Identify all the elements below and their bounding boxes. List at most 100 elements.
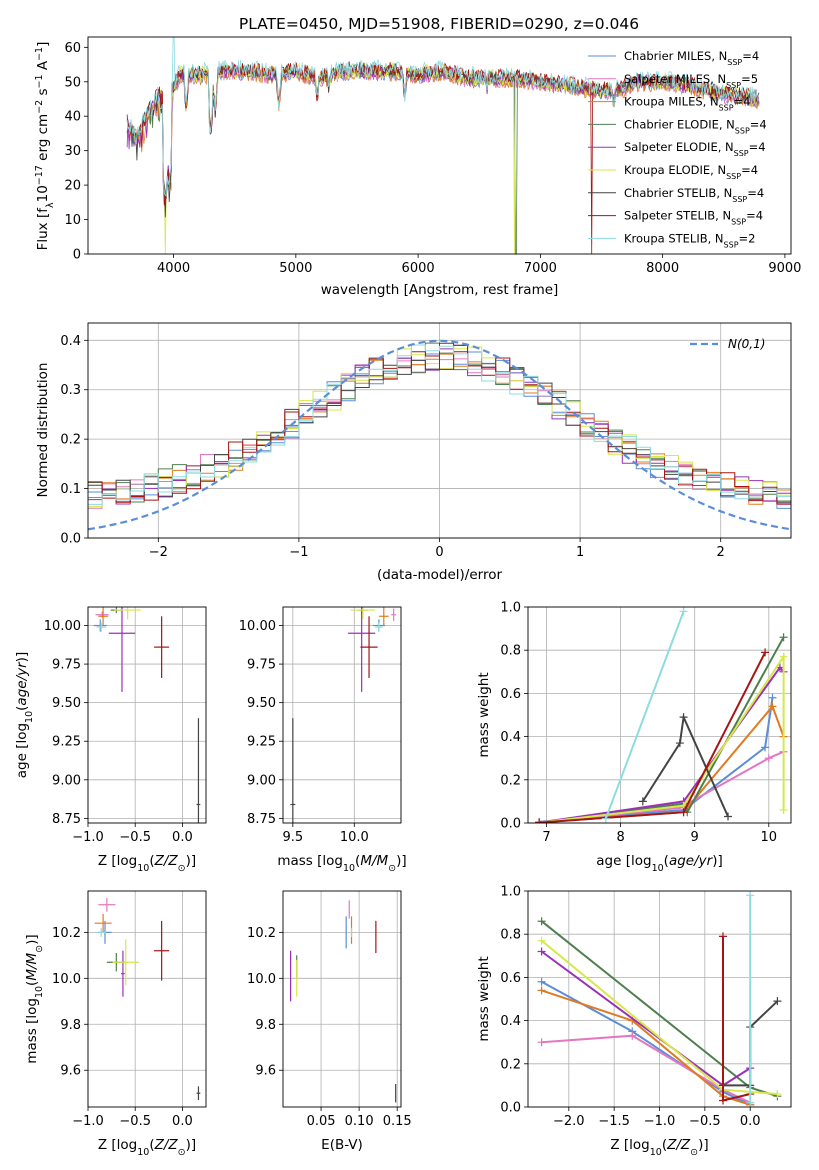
label-part: ⊙ bbox=[690, 1147, 698, 1158]
errorbar-point bbox=[93, 619, 107, 632]
y-tick-label: 9.25 bbox=[52, 735, 81, 750]
weight-marker bbox=[601, 814, 610, 823]
y-tick-label: 9.6 bbox=[255, 1064, 276, 1079]
label-part: erg cm bbox=[35, 114, 51, 165]
legend-text: Kroupa STELIB, N bbox=[624, 231, 724, 245]
legend-value: =4 bbox=[741, 163, 758, 177]
weight-line bbox=[541, 950, 751, 1087]
label-part: )] bbox=[698, 1137, 709, 1153]
x-tick-label: 7 bbox=[542, 830, 550, 845]
errorbar-point bbox=[96, 927, 106, 937]
label-part: ( bbox=[664, 853, 669, 869]
y-tick-label: 9.75 bbox=[52, 658, 81, 673]
y-tick-label: 0.4 bbox=[500, 730, 521, 745]
y-tick-label: 20 bbox=[64, 179, 81, 194]
label-part: ( bbox=[24, 981, 40, 986]
legend-value: =4 bbox=[746, 209, 763, 223]
errorbar-points bbox=[94, 897, 201, 1101]
x-axis-label: E(B-V) bbox=[321, 1137, 363, 1153]
y-tick-label: 30 bbox=[64, 144, 81, 159]
weight-line bbox=[538, 636, 785, 823]
x-tick-label: −0.5 bbox=[689, 1114, 721, 1129]
legend-subscript: SSP bbox=[724, 240, 739, 249]
x-axis-label: Z [log10(Z/Z⊙)] bbox=[98, 853, 196, 874]
panel-residual_hist: −2 −1 0 1 2 0.0 0.1 0.2 0.3 0.4 (data-model)/error… bbox=[35, 322, 792, 583]
weight-marker bbox=[537, 917, 546, 926]
legend-entry: N(0,1) bbox=[728, 337, 765, 351]
label-part: ⊙ bbox=[178, 1147, 186, 1158]
label-part: Z/Z bbox=[154, 853, 179, 869]
label-part: ( bbox=[149, 1137, 154, 1153]
x-tick-label: 0.0 bbox=[172, 1114, 193, 1129]
label-part: Z [log bbox=[98, 853, 137, 869]
y-tick-label: 9.8 bbox=[255, 1018, 276, 1033]
label-part: Z [log bbox=[98, 1137, 137, 1153]
legend-text: Salpeter STELIB, N bbox=[624, 209, 731, 223]
errorbar-point bbox=[121, 950, 125, 997]
label-part: ( bbox=[355, 853, 360, 869]
errorbar-point bbox=[98, 607, 108, 626]
label-part: 10 bbox=[652, 863, 664, 874]
legend-subscript: SSP bbox=[719, 103, 734, 112]
y-tick-label: 1.0 bbox=[500, 601, 521, 616]
weight-marker bbox=[537, 947, 546, 956]
label-part: Z/Z bbox=[666, 1137, 691, 1153]
x-tick-label: 8000 bbox=[646, 261, 679, 276]
weight-marker bbox=[773, 997, 782, 1006]
label-part: mass weight bbox=[476, 672, 492, 757]
legend-entry: Salpeter STELIB, NSSP=4 bbox=[624, 209, 763, 227]
y-tick-label: 10.0 bbox=[247, 972, 276, 987]
y-axis-label: mass [log10(M/M⊙)] bbox=[24, 934, 45, 1063]
label-part: 10 bbox=[137, 863, 149, 874]
x-tick-label: −2.0 bbox=[553, 1114, 585, 1129]
histogram-steps bbox=[88, 339, 791, 531]
x-tick-label: 0.0 bbox=[740, 1114, 761, 1129]
label-part: ⊙ bbox=[178, 863, 186, 874]
x-tick-label: −1.0 bbox=[72, 1114, 104, 1129]
x-tick-label: −2 bbox=[149, 545, 168, 560]
figure-title: PLATE=0450, MJD=51908, FIBERID=0290, z=0… bbox=[239, 15, 639, 33]
legend-text: Chabrier ELODIE, N bbox=[624, 117, 735, 131]
legend-value: =4 bbox=[734, 95, 751, 109]
legend-value: =4 bbox=[749, 140, 766, 154]
y-tick-label: 10.0 bbox=[52, 972, 81, 987]
errorbar-point bbox=[375, 622, 383, 632]
x-tick-label: 9000 bbox=[768, 261, 801, 276]
x-tick-label: 0.0 bbox=[172, 830, 193, 845]
x-tick-label: 0.05 bbox=[307, 1114, 336, 1129]
x-tick-label: −1.5 bbox=[598, 1114, 630, 1129]
y-tick-label: 9.8 bbox=[60, 1018, 81, 1033]
weight-marker bbox=[773, 1090, 782, 1099]
legend-value: =4 bbox=[750, 117, 767, 131]
weight-marker bbox=[718, 932, 727, 941]
x-tick-label: 5000 bbox=[279, 261, 312, 276]
x-tick-label: 6000 bbox=[402, 261, 435, 276]
x-tick-label: −0.5 bbox=[119, 830, 151, 845]
errorbar-point bbox=[378, 607, 389, 626]
label-part: mass [log bbox=[277, 853, 343, 869]
x-tick-label: −1.0 bbox=[644, 1114, 676, 1129]
weight-line bbox=[539, 651, 766, 823]
weight-marker bbox=[679, 607, 688, 616]
x-tick-label: 1 bbox=[576, 545, 584, 560]
legend-text: Salpeter MILES, N bbox=[624, 72, 726, 86]
legend-entry: Kroupa ELODIE, NSSP=4 bbox=[624, 163, 758, 181]
label-part: Z/Z bbox=[154, 1137, 179, 1153]
errorbar-point bbox=[348, 607, 376, 692]
x-axis-label: (data-model)/error bbox=[377, 567, 503, 583]
y-tick-label: 10 bbox=[64, 213, 81, 228]
legend-subscript: SSP bbox=[726, 172, 741, 181]
y-tick-label: 0.0 bbox=[500, 817, 521, 832]
x-tick-label: 9.5 bbox=[282, 830, 303, 845]
label-part: s bbox=[35, 88, 51, 99]
legend-value: =4 bbox=[742, 49, 759, 63]
weight-marker bbox=[537, 936, 546, 945]
legend-text: Chabrier MILES, N bbox=[624, 49, 727, 63]
errorbar-point bbox=[290, 718, 296, 823]
x-tick-label: 9 bbox=[691, 830, 699, 845]
x-tick-label: 8 bbox=[616, 830, 624, 845]
histogram-series bbox=[88, 344, 791, 505]
y-tick-label: 0.1 bbox=[60, 482, 81, 497]
y-tick-label: 0.6 bbox=[500, 971, 521, 986]
